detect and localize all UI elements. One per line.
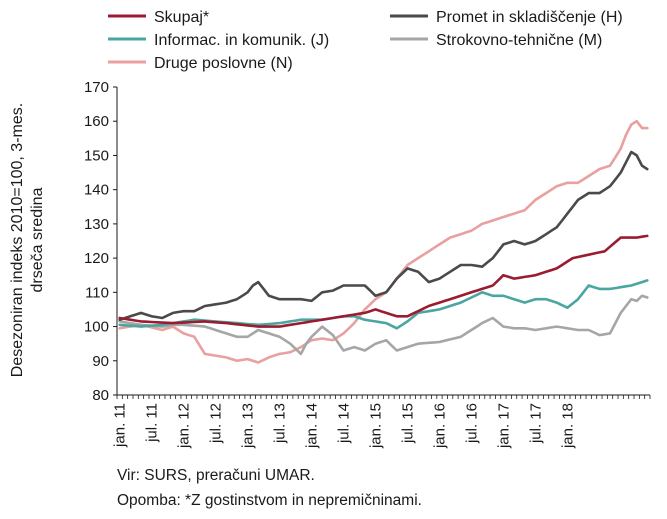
series-lines [118, 119, 649, 364]
legend: Skupaj* Informac. in komunik. (J) Druge po… [108, 9, 623, 72]
x-tick-label: jul. 16 [463, 403, 480, 444]
legend-label-strokovno-tehnicne-m: Strokovno-tehnične (M) [436, 32, 602, 49]
x-tick-label: jan. 18 [559, 403, 576, 449]
x-tick-label: jan. 14 [304, 403, 321, 449]
y-tick-label: 80 [92, 387, 109, 404]
source-note: Vir: SURS, preračuni UMAR. [117, 467, 315, 484]
series-line-skupaj [118, 234, 649, 328]
series-line-strokovno-tehnicne-m [118, 294, 649, 356]
legend-label-promet-in-skladiscenje-h: Promet in skladiščenje (H) [436, 9, 623, 26]
x-tick-label: jul. 14 [336, 403, 353, 444]
x-tick-label: jan. 13 [240, 403, 257, 449]
y-tick-label: 90 [92, 353, 109, 370]
y-axis-title-line: drseča sredina [29, 187, 46, 292]
y-axis: 80 90 100 110 120 130 140 150 160 170 [84, 79, 118, 404]
x-tick-label: jan. 11 [112, 403, 129, 448]
y-tick-label: 130 [84, 216, 109, 233]
legend-label-skupaj: Skupaj* [154, 9, 209, 26]
legend-label-druge-poslovne-n: Druge poslovne (N) [154, 55, 293, 72]
x-tick-label: jan. 17 [495, 403, 512, 449]
x-tick-label: jul. 12 [208, 403, 225, 444]
x-tick-label: jul. 15 [399, 403, 416, 444]
series-line-promet-in-skladiscenje-h [118, 150, 649, 321]
line-chart: Skupaj* Informac. in komunik. (J) Druge po… [9, 9, 651, 449]
y-tick-label: 140 [84, 182, 109, 199]
y-axis-title: Desezoniran indeks 2010=100, 3-mes. drseč… [9, 103, 46, 377]
y-tick-label: 110 [85, 284, 109, 301]
x-tick-label: jul. 13 [272, 403, 289, 444]
x-axis: jan. 11 jul. 11 jan. 12 jul. 12 jan. 13 jul. … [112, 394, 651, 449]
y-axis-title-line: Desezoniran indeks 2010=100, 3-mes. [9, 103, 26, 377]
y-tick-label: 160 [84, 113, 109, 130]
x-tick-label: jan. 15 [368, 403, 385, 449]
x-tick-label: jan. 16 [431, 403, 448, 449]
footnote: Opomba: *Z gostinstvom in nepremičninami… [117, 492, 422, 509]
x-tick-label: jul. 11 [144, 403, 161, 443]
y-tick-label: 100 [84, 319, 109, 336]
y-tick-label: 170 [84, 79, 109, 96]
y-tick-label: 150 [84, 147, 109, 164]
legend-label-informac-in-komunik-j: Informac. in komunik. (J) [154, 32, 329, 49]
y-tick-label: 120 [84, 250, 109, 267]
x-tick-label: jan. 12 [176, 403, 193, 449]
x-tick-label: jul. 17 [527, 403, 544, 444]
